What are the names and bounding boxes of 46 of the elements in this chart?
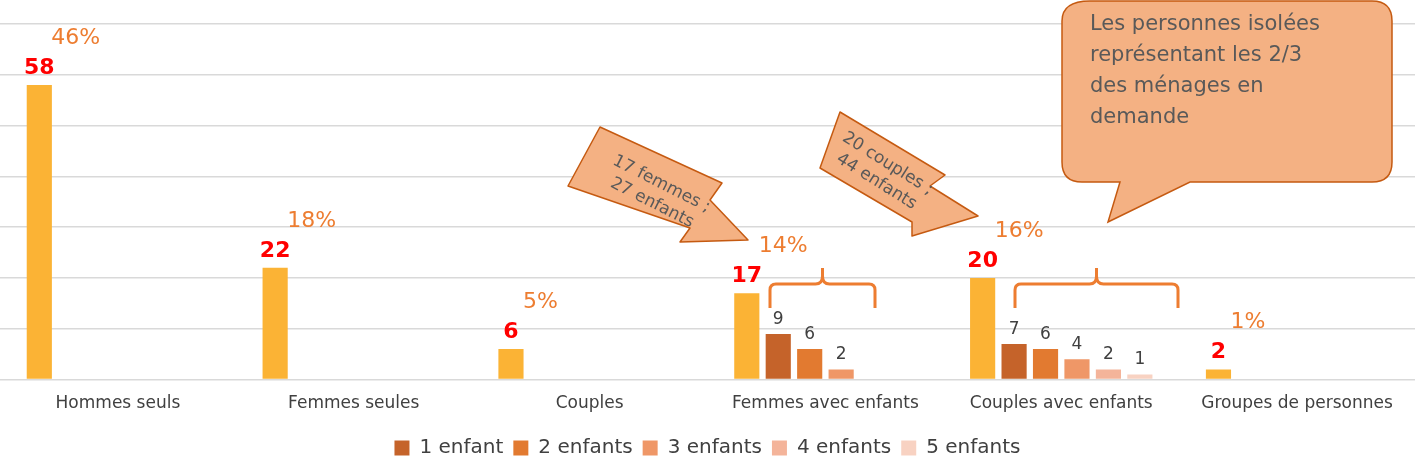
annotation: 18% bbox=[287, 206, 337, 232]
legend-label: 4 enfants bbox=[796, 434, 892, 459]
annotation: 5% bbox=[522, 287, 558, 313]
legend-label: 2 enfants bbox=[538, 434, 633, 459]
bar bbox=[262, 267, 288, 379]
bar bbox=[26, 84, 52, 379]
bar bbox=[1001, 344, 1027, 379]
annotation: 14% bbox=[758, 231, 808, 257]
data-label: 9 bbox=[772, 307, 784, 328]
data-label: 22 bbox=[259, 236, 291, 262]
x-tick-label: Groupes de personnes bbox=[1201, 392, 1393, 413]
x-tick-label: Couples bbox=[555, 392, 624, 413]
data-label: 2 bbox=[835, 343, 847, 364]
annotation: Les personnes isolées représentant les 2/3 des ménages en demande bbox=[1090, 11, 1320, 128]
bar bbox=[765, 333, 791, 379]
annotation: 1% bbox=[1230, 308, 1266, 334]
annotation: 16% bbox=[994, 216, 1044, 242]
data-label: 6 bbox=[1040, 323, 1051, 344]
data-label: 7 bbox=[1008, 317, 1020, 338]
bar bbox=[1095, 369, 1121, 379]
bar bbox=[970, 278, 996, 379]
bar bbox=[797, 349, 823, 379]
legend-label: 5 enfants bbox=[926, 434, 1021, 459]
data-label: 17 bbox=[731, 261, 763, 287]
bar bbox=[734, 293, 760, 379]
legend-label: 1 enfant bbox=[419, 434, 504, 459]
bar bbox=[1064, 359, 1090, 379]
data-label: 6 bbox=[503, 317, 519, 343]
data-label: 1 bbox=[1134, 348, 1146, 369]
data-label: 2 bbox=[1103, 343, 1114, 364]
data-label: 58 bbox=[23, 53, 55, 79]
bar bbox=[828, 369, 854, 379]
legend-label: 3 enfants bbox=[667, 434, 762, 459]
x-tick-label: Femmes seules bbox=[288, 392, 420, 413]
x-tick-label: Hommes seuls bbox=[55, 392, 181, 413]
data-label: 2 bbox=[1210, 338, 1227, 364]
x-tick-label: Femmes avec enfants bbox=[732, 392, 919, 413]
bar bbox=[498, 349, 524, 379]
bar bbox=[1205, 369, 1232, 379]
x-tick-label: Couples avec enfants bbox=[969, 392, 1153, 413]
bar bbox=[1127, 374, 1153, 379]
annotation: 46% bbox=[51, 23, 101, 49]
data-label: 20 bbox=[967, 246, 998, 272]
data-label: 4 bbox=[1071, 333, 1083, 354]
bar bbox=[1032, 349, 1059, 379]
data-label: 6 bbox=[804, 323, 816, 344]
